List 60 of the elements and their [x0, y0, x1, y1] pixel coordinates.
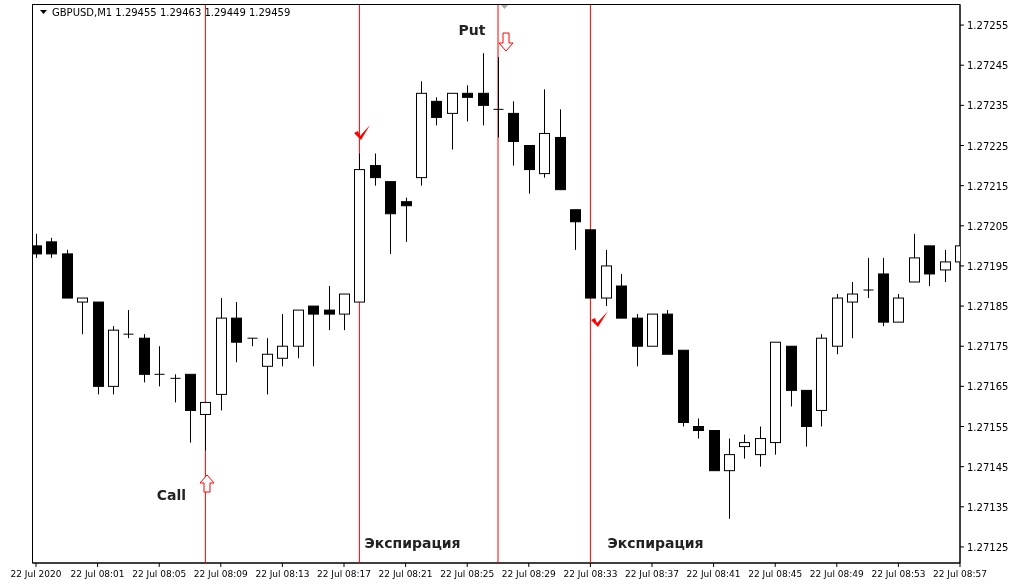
y-tick-label: 1.27195 [967, 260, 1009, 272]
ref-line-label: Экспирация [364, 535, 461, 551]
candlestick [339, 293, 350, 331]
candlestick [447, 92, 458, 151]
y-tick-label: 1.27215 [967, 180, 1009, 192]
y-tick-label: 1.27155 [967, 421, 1009, 433]
y-tick-label: 1.27135 [967, 501, 1009, 513]
candlestick [277, 313, 288, 367]
candlestick [693, 417, 704, 440]
candlestick [493, 56, 504, 138]
y-tick-label: 1.27235 [967, 100, 1009, 112]
candlestick [724, 438, 735, 520]
y-tick-label: 1.27125 [967, 541, 1009, 553]
x-tick-label: 22 Jul 08:21 [378, 569, 433, 579]
y-tick-label: 1.27225 [967, 140, 1009, 152]
ref-line-label: Экспирация [607, 535, 704, 551]
candlestick [478, 52, 489, 126]
x-tick-label: 22 Jul 08:41 [686, 569, 741, 579]
y-tick-label: 1.27165 [967, 381, 1009, 393]
x-tick-label: 22 Jul 08:05 [132, 569, 187, 579]
candlestick [462, 84, 473, 122]
candlestick [401, 197, 412, 243]
x-tick-label: 22 Jul 08:33 [563, 569, 618, 579]
candlestick [46, 237, 57, 259]
x-tick-label: 22 Jul 08:45 [748, 569, 803, 579]
y-tick-label: 1.27185 [967, 301, 1009, 313]
y-tick-label: 1.27175 [967, 341, 1009, 353]
x-tick-label: 22 Jul 08:17 [317, 569, 371, 579]
x-tick-label: 22 Jul 08:29 [501, 569, 557, 579]
candlestick [308, 305, 319, 367]
ref-line-label: Call [156, 487, 187, 503]
x-tick-label: 22 Jul 08:49 [809, 569, 865, 579]
candlestick [431, 96, 442, 126]
candlestick [154, 345, 165, 387]
candlestick [262, 337, 273, 395]
x-tick-label: 22 Jul 08:37 [625, 569, 679, 579]
candlestick [940, 249, 951, 283]
ref-line-label: Put [458, 22, 486, 38]
x-tick-label: 22 Jul 08:53 [871, 569, 926, 579]
x-tick-label: 22 Jul 08:01 [70, 569, 125, 579]
candlestick [370, 153, 381, 187]
candlestick [570, 209, 581, 251]
candlestick [123, 309, 134, 339]
x-tick-label: 22 Jul 08:25 [440, 569, 495, 579]
candlestick [200, 401, 211, 452]
candlestick [77, 297, 88, 335]
candlestick [324, 285, 335, 331]
candlestick [170, 373, 181, 403]
x-tick-label: 22 Jul 08:13 [255, 569, 310, 579]
candlestick [863, 257, 874, 299]
candlestick [739, 434, 750, 460]
y-tick-label: 1.27245 [967, 60, 1009, 72]
x-tick-label: 22 Jul 08:09 [193, 569, 249, 579]
candlestick [847, 281, 858, 339]
candlestick [755, 426, 766, 468]
y-tick-label: 1.27255 [967, 20, 1009, 32]
x-tick-label: 22 Jul 2020 [10, 569, 62, 579]
x-tick-label: 22 Jul 08:57 [933, 569, 987, 579]
y-tick-label: 1.27145 [967, 461, 1009, 473]
y-tick-label: 1.27205 [967, 220, 1009, 232]
